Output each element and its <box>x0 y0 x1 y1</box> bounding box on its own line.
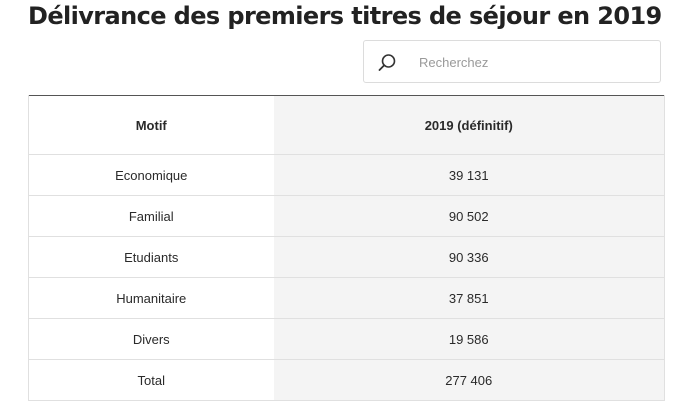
cell-value: 90 336 <box>273 236 665 278</box>
table-row: Etudiants 90 336 <box>28 236 665 278</box>
cell-motif: Humanitaire <box>28 277 274 319</box>
cell-motif: Total <box>28 359 274 401</box>
data-table: Motif 2019 (définitif) Economique 39 131… <box>28 95 665 401</box>
cell-motif: Etudiants <box>28 236 274 278</box>
cell-value: 37 851 <box>273 277 665 319</box>
search-box[interactable] <box>363 40 661 83</box>
cell-motif: Divers <box>28 318 274 360</box>
cell-motif: Economique <box>28 154 274 196</box>
cell-value: 277 406 <box>273 359 665 401</box>
column-header-motif[interactable]: Motif <box>28 95 274 155</box>
search-icon[interactable] <box>377 53 397 73</box>
table-row: Divers 19 586 <box>28 318 665 360</box>
table-row: Humanitaire 37 851 <box>28 277 665 319</box>
column-header-2019[interactable]: 2019 (définitif) <box>273 95 665 155</box>
page-title: Délivrance des premiers titres de séjour… <box>28 2 662 30</box>
table-row: Economique 39 131 <box>28 154 665 196</box>
search-input[interactable] <box>419 50 649 74</box>
cell-value: 39 131 <box>273 154 665 196</box>
table-row-total: Total 277 406 <box>28 359 665 401</box>
table-header-row: Motif 2019 (définitif) <box>28 95 665 155</box>
table-row: Familial 90 502 <box>28 195 665 237</box>
cell-motif: Familial <box>28 195 274 237</box>
cell-value: 19 586 <box>273 318 665 360</box>
cell-value: 90 502 <box>273 195 665 237</box>
